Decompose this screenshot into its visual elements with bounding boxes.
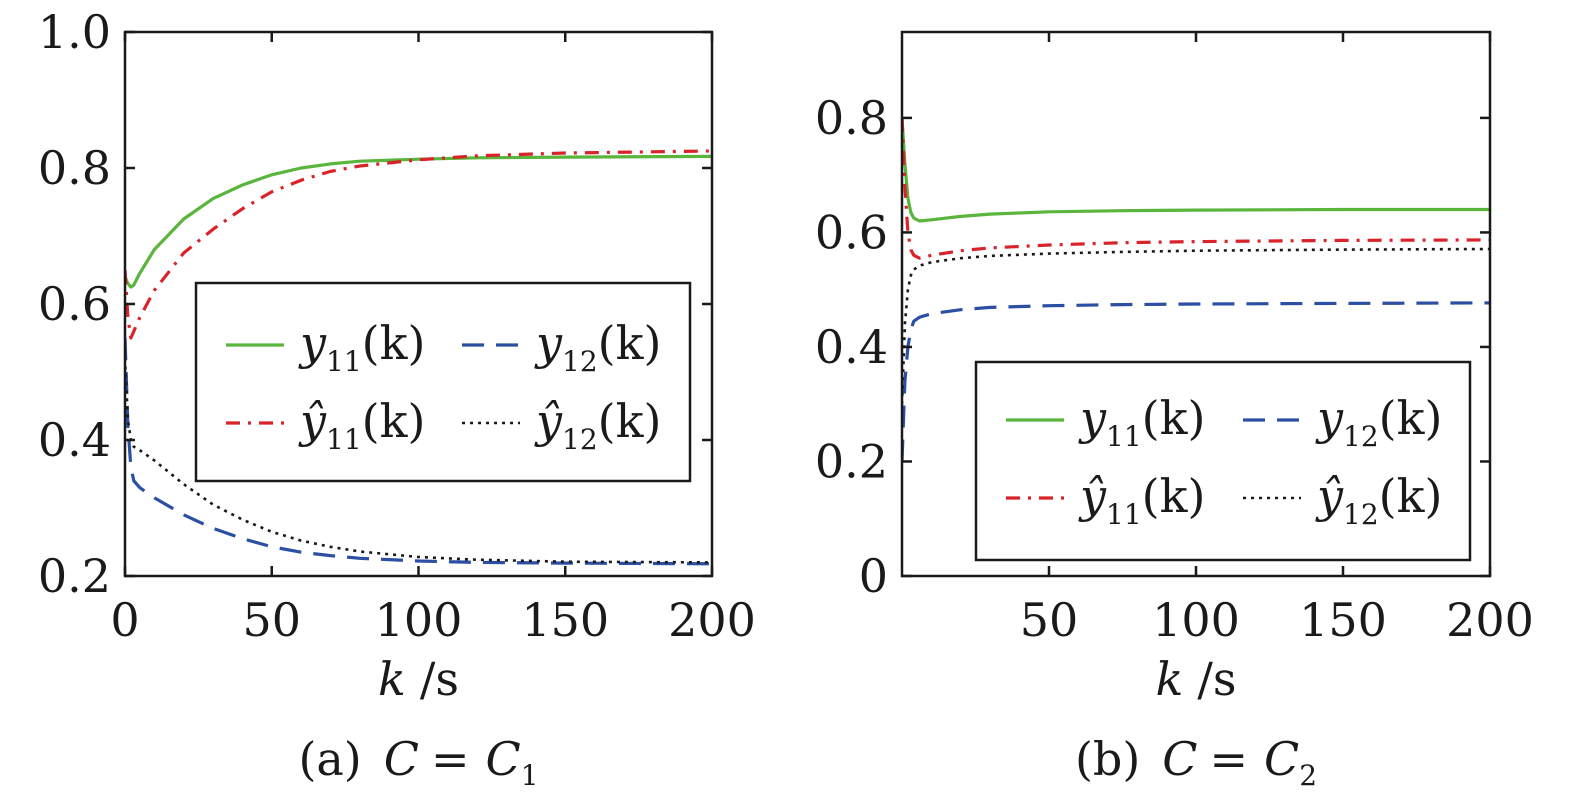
caption-rhs: C (1264, 732, 1299, 786)
legend-label-1: ŷ11(k) (298, 394, 425, 456)
x-tick-label: 200 (1446, 593, 1534, 647)
x-tick-label: 100 (375, 593, 463, 647)
y-tick-label: 0.2 (38, 549, 111, 603)
series-group (902, 117, 1490, 462)
x-tick-label: 100 (1152, 593, 1240, 647)
y-tick-label: 0.4 (38, 413, 111, 467)
series-line-1 (902, 117, 1490, 260)
legend-label-2: y12(k) (1315, 391, 1442, 453)
x-tick-label: 150 (1299, 593, 1387, 647)
legend-box (974, 360, 1472, 562)
y-tick-label: 0.6 (815, 205, 888, 259)
x-tick-label: 0 (110, 593, 139, 647)
caption-prefix: (a) (298, 732, 361, 786)
legend-label-3: ŷ12(k) (1315, 469, 1442, 531)
x-tick-label: 200 (668, 593, 756, 647)
series-line-0 (902, 117, 1490, 223)
y-tick-label: 0.8 (815, 91, 888, 145)
y-tick-label: 0.6 (38, 277, 111, 331)
y-tick-label: 0.4 (815, 320, 888, 374)
caption-sub: 1 (521, 759, 539, 792)
x-tick-label: 50 (242, 593, 301, 647)
legend-label-2: y12(k) (534, 316, 661, 378)
caption-rhs: C (486, 732, 521, 786)
caption-eq: = (431, 732, 470, 786)
x-axis-unit: /s (1197, 652, 1236, 706)
caption-eq: = (1209, 732, 1248, 786)
caption-lhs: C (384, 732, 419, 786)
x-axis-var: k (378, 652, 406, 706)
x-axis-unit: /s (420, 652, 459, 706)
y-tick-label: 0.2 (815, 434, 888, 488)
x-tick-label: 150 (521, 593, 609, 647)
series-line-2 (902, 301, 1490, 462)
y-tick-label: 1.0 (38, 5, 111, 59)
series-line-3 (902, 247, 1490, 405)
panel-caption: (a) C = C1 (298, 732, 538, 792)
x-axis-label: k/s (378, 652, 459, 706)
x-axis-var: k (1156, 652, 1184, 706)
caption-lhs: C (1162, 732, 1197, 786)
series-line-1 (125, 149, 712, 340)
series-line-0 (125, 154, 712, 289)
legend-label-0: y11(k) (298, 316, 425, 378)
caption-prefix: (b) (1075, 732, 1140, 786)
x-axis-label: k/s (1156, 652, 1237, 706)
series-line-2 (125, 337, 712, 566)
legend: y11(k) y12(k) ŷ11(k) ŷ12(k) (194, 281, 692, 483)
series-group (125, 149, 712, 566)
y-tick-label: 0.8 (38, 141, 111, 195)
legend-label-1: ŷ11(k) (1078, 469, 1205, 531)
legend-box (194, 281, 692, 483)
legend-label-3: ŷ12(k) (534, 394, 661, 456)
y-tick-label: 0 (859, 549, 888, 603)
x-tick-label: 50 (1020, 593, 1079, 647)
caption-sub: 2 (1299, 759, 1317, 792)
legend: y11(k) y12(k) ŷ11(k) ŷ12(k) (974, 360, 1472, 562)
panel-caption: (b) C = C2 (1075, 732, 1317, 792)
legend-label-0: y11(k) (1078, 391, 1205, 453)
